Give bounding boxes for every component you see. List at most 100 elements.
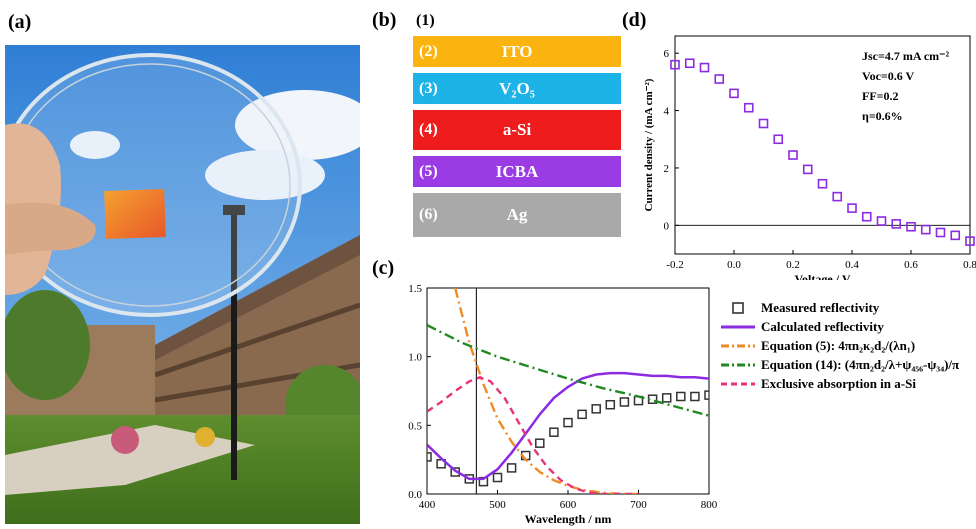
y-tick-label: 1.0 — [408, 352, 422, 364]
data-point — [906, 221, 916, 232]
reflectivity-chart: 400 500 600 700 800 0.0 0.5 1.0 1.5 Wavelength / … — [408, 283, 718, 526]
layer-num: (6) — [419, 206, 438, 223]
y-tick-label: 1.5 — [408, 283, 422, 295]
layer-num: (3) — [419, 79, 438, 97]
reflectivity-legend: Measured reflectivity Calculated reflect… — [721, 298, 959, 393]
data-point — [670, 59, 680, 70]
data-point — [802, 164, 813, 175]
data-point — [773, 134, 784, 145]
x-tick-label: 0.2 — [786, 259, 800, 271]
square-marker-icon — [732, 301, 744, 314]
data-point — [427, 452, 432, 462]
layer-name: a-Si — [502, 120, 532, 139]
layer-a-si: (4) a-Si — [413, 110, 621, 150]
layer-icba: (5) ICBA — [413, 156, 621, 187]
data-point — [758, 118, 769, 129]
layer-name: ITO — [501, 41, 533, 61]
layer-1-label: (1) — [416, 12, 435, 29]
legend-label: Exclusive absorption in a-Si — [761, 375, 916, 391]
data-point — [506, 463, 517, 473]
layer-ito: (2) ITO — [413, 36, 621, 67]
legend-item: Measured reflectivity — [721, 298, 959, 317]
legend-label: Equation (14): (4πn₂d₂/λ+ψ₄₅₆-ψ₃₄)/π — [761, 356, 960, 372]
panel-label-b: (b) — [372, 9, 397, 31]
legend-item: Equation (5): 4πn₂κ₂d₂/(λn₁) — [721, 336, 959, 355]
x-tick-label: 0.4 — [845, 259, 859, 271]
data-point — [832, 191, 843, 202]
annotation-text: Voc=0.6 V — [862, 69, 915, 83]
device-photo-illustration — [5, 45, 360, 524]
annotation-text: Jsc=4.7 mA cm⁻² — [862, 49, 949, 63]
series-line — [427, 371, 709, 481]
layer-num: (2) — [419, 42, 438, 60]
data-point — [704, 390, 709, 400]
data-point — [891, 219, 902, 229]
layer-stack: (2) ITO (3) V₂O₅ (4) a-Si (5) ICBA (6) A… — [413, 36, 621, 243]
annotation-text: FF=0.2 — [862, 89, 899, 103]
solid-line-icon — [721, 325, 755, 328]
layer-name: Ag — [506, 205, 528, 224]
layer-ag: (6) Ag — [413, 193, 621, 237]
x-tick-label: 0.6 — [904, 259, 918, 271]
x-tick-label: 400 — [419, 499, 436, 511]
panel-label-c: (c) — [372, 257, 395, 279]
x-axis-label: Voltage / V — [794, 272, 850, 280]
plot-frame — [426, 287, 710, 495]
y-tick-label: 0 — [664, 220, 670, 232]
x-tick-label: 0.8 — [963, 259, 976, 271]
data-point — [743, 102, 754, 113]
x-tick-label: 500 — [489, 499, 506, 511]
data-point — [847, 203, 857, 213]
panel-label-a: (a) — [8, 11, 32, 33]
plot-frame — [674, 35, 971, 255]
data-point — [577, 409, 587, 420]
data-point — [876, 216, 887, 226]
data-point — [935, 227, 946, 238]
data-point — [690, 391, 700, 402]
data-point — [817, 178, 828, 189]
data-point — [676, 391, 686, 402]
legend-item: Calculated reflectivity — [721, 317, 959, 336]
series-group — [427, 288, 709, 494]
data-point — [605, 399, 616, 410]
dashdot-line-icon — [721, 363, 755, 366]
x-tick-label: -0.2 — [666, 259, 683, 271]
x-tick-label: 700 — [630, 499, 647, 511]
x-tick-label: 800 — [701, 499, 718, 511]
layer-v2o5: (3) V₂O₅ — [413, 73, 621, 104]
y-tick-label: 4 — [664, 106, 670, 118]
y-tick-label: 2 — [664, 163, 670, 175]
legend-label: Calculated reflectivity — [761, 318, 884, 334]
data-point — [965, 236, 975, 246]
data-point — [591, 404, 601, 414]
x-tick-label: 600 — [560, 499, 577, 511]
legend-label: Measured reflectivity — [761, 299, 880, 315]
device-photo — [5, 45, 360, 524]
data-point — [619, 397, 630, 407]
x-axis-label: Wavelength / nm — [525, 512, 612, 526]
data-point — [549, 427, 559, 437]
dashdot-line-icon — [721, 344, 755, 347]
data-point — [714, 74, 725, 84]
series-line — [427, 324, 709, 417]
legend-label: Equation (5): 4πn₂κ₂d₂/(λn₁) — [761, 337, 916, 353]
y-tick-label: 6 — [664, 48, 670, 60]
data-point — [535, 438, 545, 448]
y-tick-label: 0.5 — [408, 420, 422, 432]
data-point — [788, 150, 798, 160]
legend-item: Exclusive absorption in a-Si — [721, 374, 959, 393]
layer-num: (5) — [419, 162, 438, 180]
data-point — [661, 393, 672, 403]
annotation-text: η=0.6% — [862, 109, 903, 123]
data-point — [950, 230, 961, 241]
dashed-line-icon — [721, 382, 755, 385]
y-tick-label: 0.0 — [408, 489, 422, 501]
data-point — [492, 472, 503, 483]
data-point — [699, 62, 710, 73]
legend-item: Equation (14): (4πn₂d₂/λ+ψ₄₅₆-ψ₃₄)/π — [721, 355, 959, 374]
layer-name: V₂O₅ — [499, 78, 535, 98]
series-line — [427, 376, 639, 494]
data-point — [563, 417, 573, 428]
jv-chart: -0.2 0.0 0.2 0.4 0.6 0.8 0 2 4 6 Voltage / V Curren… — [643, 35, 976, 280]
data-point — [920, 224, 931, 235]
